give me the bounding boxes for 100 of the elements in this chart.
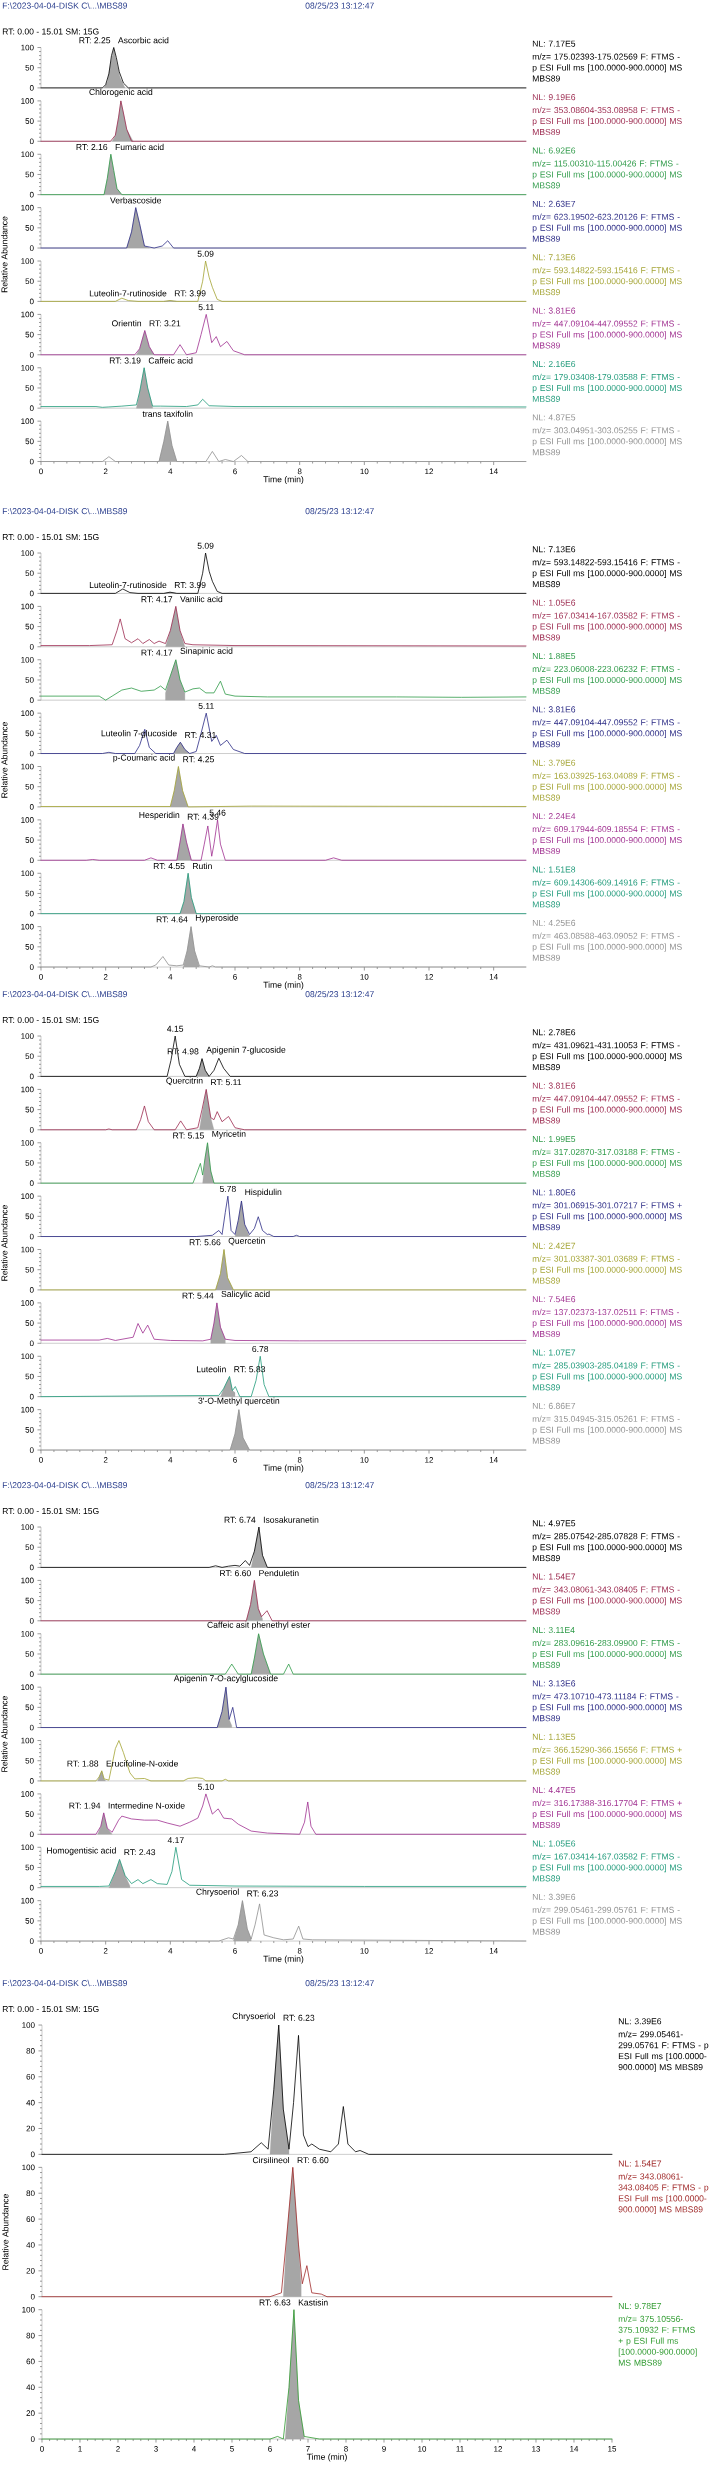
annotation: RT: 5.66 bbox=[189, 1239, 221, 1246]
text: RT: 0.00 - 15.01 SM: 15G bbox=[2, 1016, 99, 1024]
text: m/z= 299.05461-299.05761 F: FTMS - p ESI Full ms [100.0000-900.0000] MS MBS89 bbox=[618, 2030, 709, 2072]
chart-title: F:\2023-04-04-DISK C\...\MBS89 bbox=[2, 2, 128, 9]
annotation: Apigenin 7-glucoside bbox=[206, 1046, 286, 1055]
text: m/z= 167.03414-167.03582 F: FTMS - p ESI Full ms [100.0000-900.0000] MS MBS89 bbox=[532, 1853, 682, 1882]
annotation: Verbascoside bbox=[110, 197, 162, 204]
text: NL: 6.86E7 bbox=[532, 1402, 576, 1409]
text: m/z= 463.08588-463.09052 F: FTMS - p ESI Full ms [100.0000-900.0000] MS MBS89 bbox=[532, 932, 682, 961]
annotation: trans taxifolin bbox=[142, 410, 193, 417]
annotation: 5.11 bbox=[198, 304, 214, 311]
annotation: RT: 1.94 bbox=[69, 1802, 101, 1809]
text: m/z= 343.08061-343.08405 F: FTMS - p ESI Full ms [100.0000-900.0000] MS MBS89 bbox=[618, 2173, 709, 2215]
annotation: 4.17 bbox=[167, 1837, 184, 1844]
text: NL: 2.16E6 bbox=[532, 360, 576, 368]
chart-subtitle: 08/25/23 13:12:47 bbox=[305, 2, 374, 9]
annotation: 5.78 bbox=[219, 1185, 236, 1192]
text: NL: 1.99E5 bbox=[532, 1135, 576, 1143]
text: NL: 1.54E7 bbox=[532, 1573, 576, 1580]
text: NL: 3.79E6 bbox=[532, 759, 576, 766]
annotation: Orientin bbox=[112, 320, 142, 327]
text: m/z= 299.05461-299.05761 F: FTMS - p ESI Full ms [100.0000-900.0000] MS MBS89 bbox=[532, 1906, 682, 1935]
x-axis-title: Time (min) bbox=[263, 1955, 304, 1964]
text: NL: 3.11E4 bbox=[532, 1626, 575, 1634]
y-axis-title: Relative Abundance bbox=[1, 216, 8, 293]
annotation: RT: 4.31 bbox=[185, 731, 216, 739]
annotation: RT: 5.44 bbox=[182, 1292, 214, 1299]
chart-title: F:\2023-04-04-DISK C\...\MBS89 bbox=[2, 507, 128, 515]
text: NL: 7.13E6 bbox=[532, 254, 576, 261]
text: m/z= 447.09104-447.09552 F: FTMS - p ESI Full ms [100.0000-900.0000] MS MBS89 bbox=[532, 1095, 682, 1124]
chart-subtitle: 08/25/23 13:12:47 bbox=[305, 1979, 374, 1987]
x-axis-title: Time (min) bbox=[263, 1464, 304, 1473]
annotation: 3'-O-Methyl quercetin bbox=[198, 1397, 280, 1406]
chart-title: F:\2023-04-04-DISK C\...\MBS89 bbox=[2, 990, 128, 998]
text: m/z= 283.09616-283.09900 F: FTMS - p ESI Full ms [100.0000-900.0000] MS MBS89 bbox=[532, 1639, 682, 1668]
annotation: RT: 2.25 bbox=[79, 37, 111, 44]
annotation: Quercitrin bbox=[166, 1077, 203, 1086]
text: m/z= 353.08604-353.08958 F: FTMS - p ESI Full ms [100.0000-900.0000] MS MBS89 bbox=[532, 106, 682, 136]
annotation: 6.78 bbox=[252, 1346, 269, 1353]
annotation: RT: 5.83 bbox=[234, 1366, 266, 1373]
annotation: RT: 4.17 bbox=[141, 596, 173, 603]
text: RT: 0.00 - 15.01 SM: 15G bbox=[2, 2005, 99, 2013]
annotation: 4.15 bbox=[167, 1025, 184, 1032]
text: NL: 2.63E7 bbox=[532, 200, 576, 207]
annotation: Intermedine N-oxide bbox=[108, 1802, 185, 1809]
text: NL: 4.87E5 bbox=[532, 414, 576, 421]
text: m/z= 593.14822-593.15416 F: FTMS - p ESI Full ms [100.0000-900.0000] MS MBS89 bbox=[532, 266, 682, 296]
annotation: RT: 6.60 bbox=[220, 1570, 251, 1577]
text: NL: 4.25E6 bbox=[532, 919, 576, 926]
text: m/z= 303.04951-303.05255 F: FTMS - p ESI Full ms [100.0000-900.0000] MS MBS89 bbox=[532, 427, 682, 456]
annotation: RT: 2.16 bbox=[76, 144, 108, 151]
annotation: Myricetin bbox=[212, 1130, 246, 1139]
annotation: 5.10 bbox=[197, 1783, 214, 1790]
text: m/z= 137.02373-137.02511 F: FTMS - p ESI Full ms [100.0000-900.0000] MS MBS89 bbox=[532, 1308, 682, 1338]
text: m/z= 593.14822-593.15416 F: FTMS - p ESI Full ms [100.0000-900.0000] MS MBS89 bbox=[532, 558, 682, 588]
annotation: RT: 2.43 bbox=[124, 1849, 156, 1856]
text: NL: 3.13E6 bbox=[532, 1680, 576, 1687]
annotation: Caffeic acid bbox=[148, 357, 193, 364]
text: m/z= 315.04945-315.05261 F: FTMS - p ESI Full ms [100.0000-900.0000] MS MBS89 bbox=[532, 1415, 682, 1444]
text: m/z= 301.03387-301.03689 F: FTMS - p ESI Full ms [100.0000-900.0000] MS MBS89 bbox=[532, 1255, 682, 1284]
annotation: Isosakuranetin bbox=[263, 1516, 319, 1523]
text: m/z= 167.03414-167.03582 F: FTMS - p ESI Full ms [100.0000-900.0000] MS MBS89 bbox=[532, 612, 682, 641]
y-axis-title: Relative Abundance bbox=[1, 1696, 8, 1772]
annotation: RT: 6.23 bbox=[283, 2014, 315, 2021]
text: NL: 3.81E6 bbox=[532, 706, 576, 713]
text: NL: 1.80E6 bbox=[532, 1189, 576, 1196]
annotation: Luteolin-7-rutinoside bbox=[89, 290, 167, 297]
text: m/z= 316.17388-316.17704 F: FTMS + p ESI Full ms [100.0000-900.0000] MS MBS89 bbox=[532, 1799, 682, 1828]
text: NL: 7.17E5 bbox=[532, 40, 576, 47]
text: NL: 7.54E6 bbox=[532, 1296, 576, 1303]
text: m/z= 447.09104-447.09552 F: FTMS - p ESI Full ms [100.0000-900.0000] MS MBS89 bbox=[532, 719, 682, 748]
annotation: RT: 1.88 bbox=[67, 1760, 99, 1767]
text: NL: 1.07E7 bbox=[532, 1349, 576, 1356]
chart-title: F:\2023-04-04-DISK C\...\MBS89 bbox=[2, 1481, 128, 1489]
text: m/z= 285.03903-285.04189 F: FTMS - p ESI Full ms [100.0000-900.0000] MS MBS89 bbox=[532, 1362, 682, 1391]
x-axis-title: Time (min) bbox=[263, 981, 304, 990]
text: m/z= 375.10556-375.10932 F: FTMS + p ESI Full ms [100.0000-900.0000] MS MBS89 bbox=[618, 2315, 697, 2366]
x-axis-title: Time (min) bbox=[263, 476, 304, 484]
annotation: Chrysoeriol bbox=[196, 1888, 239, 1897]
y-axis-title: Relative Abundance bbox=[2, 2194, 9, 2270]
annotation: p-Coumaric acid bbox=[113, 754, 175, 763]
annotation: Ascorbic acid bbox=[117, 37, 169, 44]
text: NL: 3.81E6 bbox=[532, 1082, 576, 1089]
annotation: RT: 3.99 bbox=[174, 290, 206, 297]
annotation: RT: 3.99 bbox=[174, 581, 206, 588]
text: m/z= 175.02393-175.02569 F: FTMS - p ESI Full ms [100.0000-900.0000] MS MBS89 bbox=[532, 53, 682, 82]
annotation: Hyperoside bbox=[195, 914, 239, 923]
annotation: Penduletin bbox=[259, 1569, 299, 1577]
text: NL: 4.47E5 bbox=[532, 1787, 576, 1794]
text: m/z= 301.06915-301.07217 F: FTMS + p ESI Full ms [100.0000-900.0000] MS MBS89 bbox=[532, 1202, 682, 1231]
chart-subtitle: 08/25/23 13:12:47 bbox=[305, 507, 374, 515]
x-axis-title: Time (min) bbox=[306, 2453, 347, 2462]
annotation: Vanilic acid bbox=[180, 595, 223, 603]
chart-subtitle: 08/25/23 13:12:47 bbox=[305, 990, 374, 998]
chart-subtitle: 08/25/23 13:12:47 bbox=[305, 1481, 374, 1489]
annotation: Luteolin bbox=[197, 1365, 226, 1373]
annotation: RT: 6.23 bbox=[247, 1890, 279, 1897]
annotation: Caffeic asit phenethyl ester bbox=[207, 1621, 311, 1630]
text: m/z= 285.07542-285.07828 F: FTMS - p ESI Full ms [100.0000-900.0000] MS MBS89 bbox=[532, 1532, 682, 1562]
annotation: RT: 6.74 bbox=[224, 1516, 256, 1523]
